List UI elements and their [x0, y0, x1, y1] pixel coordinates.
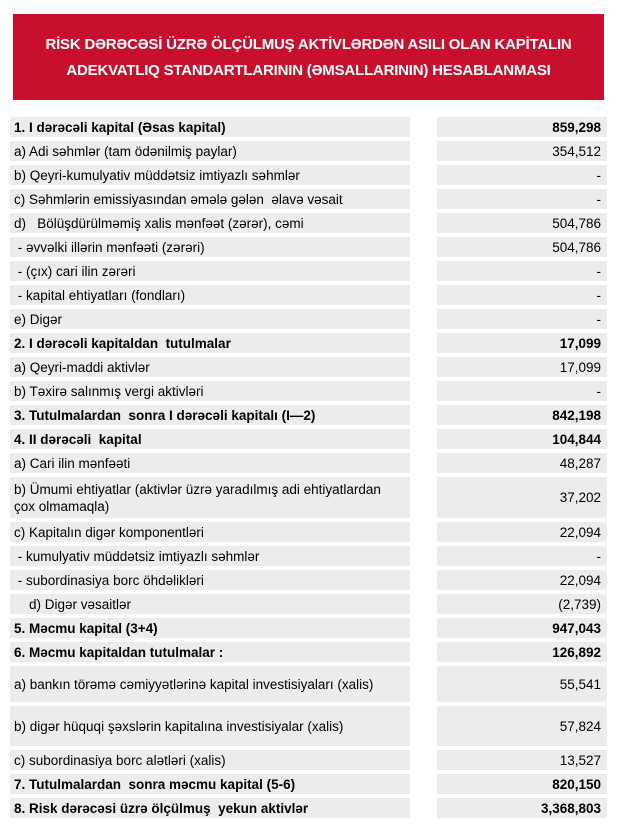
row-label: - subordinasiya borc öhdəlikləri: [10, 570, 410, 590]
row-label: a) bankın törəmə cəmiyyətlərinə kapital …: [10, 666, 410, 702]
table-row: e) Digər -: [10, 309, 607, 329]
row-label: 5. Məcmu kapital (3+4): [10, 618, 410, 638]
row-label: c) Kapitalın digər komponentləri: [10, 522, 410, 542]
row-value: 55,541: [437, 666, 607, 702]
row-value: 354,512: [437, 141, 607, 161]
table-row: 5. Məcmu kapital (3+4) 947,043: [10, 618, 607, 638]
row-label: 8. Risk dərəcəsi üzrə ölçülmuş yekun akt…: [10, 798, 410, 818]
row-value: 126,892: [437, 642, 607, 662]
row-value: -: [437, 165, 607, 185]
table-row: a) Qeyri-maddi aktivlər 17,099: [10, 357, 607, 377]
row-value: 57,824: [437, 706, 607, 746]
table-row: d) Digər vəsaitlər (2,739): [10, 594, 607, 614]
report-title-line2: ADEKVATLIQ STANDARTLARININ (ƏMSALLARININ…: [66, 61, 551, 79]
table-row: - əvvəlki illərin mənfəəti (zərəri) 504,7…: [10, 237, 607, 257]
table-row: b) Təxirə salınmış vergi aktivləri -: [10, 381, 607, 401]
row-value: 3,368,803: [437, 798, 607, 818]
table-row: 2. I dərəcəli kapitaldan tutulmalar 17,09…: [10, 333, 607, 353]
table-row: 1. I dərəcəli kapital (Əsas kapital) 859,…: [10, 117, 607, 137]
row-label: d) Digər vəsaitlər: [10, 594, 410, 614]
row-label: a) Cari ilin mənfəəti: [10, 453, 410, 473]
row-label: d) Bölüşdürülməmiş xalis mənfəət (zərər)…: [10, 213, 410, 233]
row-label: b) Qeyri-kumulyativ müddətsiz imtiyazlı …: [10, 165, 410, 185]
row-value: 859,298: [437, 117, 607, 137]
table-row: - subordinasiya borc öhdəlikləri 22,094: [10, 570, 607, 590]
row-label: a) Qeyri-maddi aktivlər: [10, 357, 410, 377]
table-row: c) Kapitalın digər komponentləri 22,094: [10, 522, 607, 542]
row-label: 7. Tutulmalardan sonra məcmu kapital (5-…: [10, 774, 410, 794]
table-row: 6. Məcmu kapitaldan tutulmalar : 126,892: [10, 642, 607, 662]
table-row: b) Ümumi ehtiyatlar (aktivlər üzrə yarad…: [10, 477, 607, 518]
row-value: -: [437, 189, 607, 209]
row-value: 842,198: [437, 405, 607, 425]
table-row: b) Qeyri-kumulyativ müddətsiz imtiyazlı …: [10, 165, 607, 185]
row-label: - kumulyativ müddətsiz imtiyazlı səhmlər: [10, 546, 410, 566]
row-value: 17,099: [437, 333, 607, 353]
row-label: - (çıx) cari ilin zərəri: [10, 261, 410, 281]
report-title-line1: RİSK DƏRƏCƏSİ ÜZRƏ ÖLÇÜLMUŞ AKTİVLƏRDƏN …: [45, 35, 572, 53]
row-value: 17,099: [437, 357, 607, 377]
table-row: c) subordinasiya borc alətləri (xalis) 13…: [10, 750, 607, 770]
row-label: 4. II dərəcəli kapital: [10, 429, 410, 449]
row-label: 6. Məcmu kapitaldan tutulmalar :: [10, 642, 410, 662]
row-value: 48,287: [437, 453, 607, 473]
table-row: b) digər hüquqi şəxslərin kapitalına inv…: [10, 706, 607, 746]
row-value: 104,844: [437, 429, 607, 449]
row-value: -: [437, 546, 607, 566]
capital-adequacy-table: 1. I dərəcəli kapital (Əsas kapital) 859,…: [10, 117, 607, 818]
table-row: a) Cari ilin mənfəəti 48,287: [10, 453, 607, 473]
row-value: 13,527: [437, 750, 607, 770]
row-value: -: [437, 381, 607, 401]
row-label: - kapital ehtiyatları (fondları): [10, 285, 410, 305]
row-value: -: [437, 261, 607, 281]
table-row: c) Səhmlərin emissiyasından əmələ gələn …: [10, 189, 607, 209]
row-value: 504,786: [437, 237, 607, 257]
row-value: -: [437, 309, 607, 329]
table-row: - (çıx) cari ilin zərəri -: [10, 261, 607, 281]
row-label: e) Digər: [10, 309, 410, 329]
row-label: b) Təxirə salınmış vergi aktivləri: [10, 381, 410, 401]
row-value: 22,094: [437, 522, 607, 542]
row-label: 1. I dərəcəli kapital (Əsas kapital): [10, 117, 410, 137]
row-label: - əvvəlki illərin mənfəəti (zərəri): [10, 237, 410, 257]
row-label: 2. I dərəcəli kapitaldan tutulmalar: [10, 333, 410, 353]
table-row: - kumulyativ müddətsiz imtiyazlı səhmlər…: [10, 546, 607, 566]
row-value: 820,150: [437, 774, 607, 794]
row-label: a) Adi səhmlər (tam ödənilmiş paylar): [10, 141, 410, 161]
row-value: 22,094: [437, 570, 607, 590]
row-value: (2,739): [437, 594, 607, 614]
row-value: -: [437, 285, 607, 305]
table-row: 4. II dərəcəli kapital 104,844: [10, 429, 607, 449]
table-row: 7. Tutulmalardan sonra məcmu kapital (5-…: [10, 774, 607, 794]
table-row: a) Adi səhmlər (tam ödənilmiş paylar) 354…: [10, 141, 607, 161]
report-title-banner: RİSK DƏRƏCƏSİ ÜZRƏ ÖLÇÜLMUŞ AKTİVLƏRDƏN …: [13, 14, 604, 100]
table-row: - kapital ehtiyatları (fondları) -: [10, 285, 607, 305]
row-value: 37,202: [437, 477, 607, 518]
table-row: a) bankın törəmə cəmiyyətlərinə kapital …: [10, 666, 607, 702]
row-label: b) Ümumi ehtiyatlar (aktivlər üzrə yarad…: [10, 477, 410, 518]
row-label: c) subordinasiya borc alətləri (xalis): [10, 750, 410, 770]
table-row: d) Bölüşdürülməmiş xalis mənfəət (zərər)…: [10, 213, 607, 233]
table-row: 3. Tutulmalardan sonra I dərəcəli kapita…: [10, 405, 607, 425]
row-label: c) Səhmlərin emissiyasından əmələ gələn …: [10, 189, 410, 209]
row-value: 947,043: [437, 618, 607, 638]
table-row: 8. Risk dərəcəsi üzrə ölçülmuş yekun akt…: [10, 798, 607, 818]
row-label: 3. Tutulmalardan sonra I dərəcəli kapita…: [10, 405, 410, 425]
row-label: b) digər hüquqi şəxslərin kapitalına inv…: [10, 706, 410, 746]
row-value: 504,786: [437, 213, 607, 233]
